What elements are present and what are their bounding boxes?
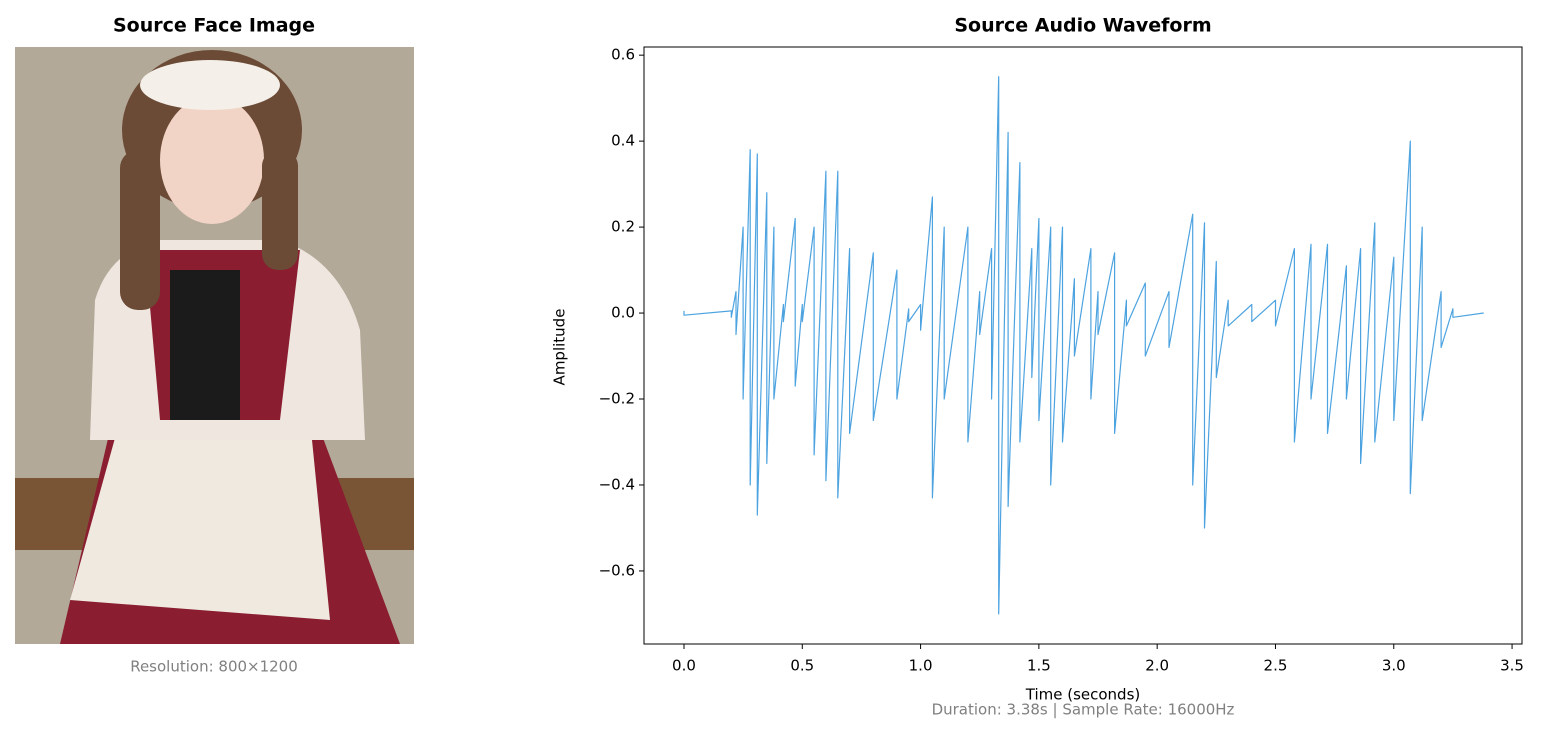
y-tick-label: 0.6 — [611, 46, 635, 64]
image-title: Source Face Image — [113, 15, 315, 37]
y-tick-label: 0.4 — [611, 132, 635, 150]
y-tick-label: −0.4 — [599, 475, 635, 493]
x-tick-label: 2.5 — [1264, 657, 1288, 675]
y-tick-label: −0.2 — [599, 390, 635, 408]
x-tick-label: 1.0 — [909, 657, 933, 675]
y-tick-label: −0.6 — [599, 561, 635, 579]
x-tick-label: 3.0 — [1382, 657, 1406, 675]
chart-title: Source Audio Waveform — [954, 15, 1211, 37]
plot-frame — [643, 46, 1523, 645]
x-tick-label: 1.5 — [1027, 657, 1051, 675]
y-tick-label: 0.2 — [611, 218, 635, 236]
x-tick-label: 3.5 — [1500, 657, 1524, 675]
x-tick-label: 0.0 — [672, 657, 696, 675]
image-caption: Resolution: 800×1200 — [130, 658, 298, 676]
waveform — [683, 76, 1484, 615]
x-axis-label: Time (seconds) — [1025, 686, 1141, 704]
y-tick-label: 0.0 — [611, 304, 635, 322]
y-axis-label: Amplitude — [551, 309, 569, 386]
chart-footnote: Duration: 3.38s | Sample Rate: 16000Hz — [932, 701, 1235, 719]
x-tick-label: 2.0 — [1145, 657, 1169, 675]
face-image — [15, 47, 414, 644]
x-tick-label: 0.5 — [790, 657, 814, 675]
